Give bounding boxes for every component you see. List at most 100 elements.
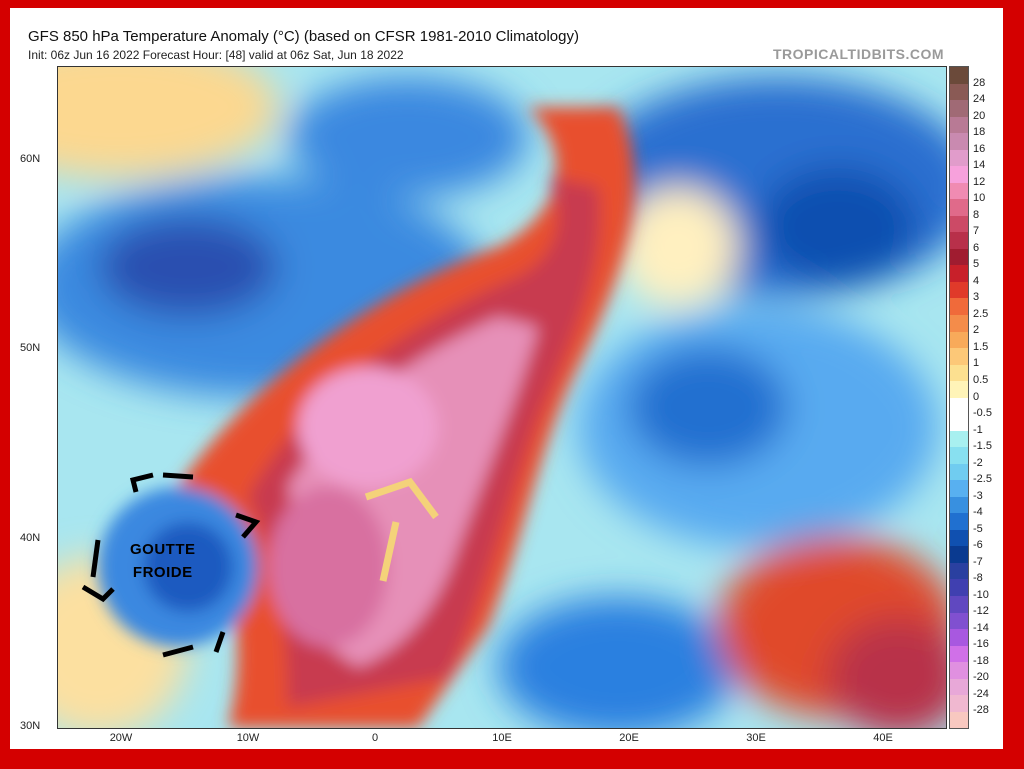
colorbar-label: -3 [973,489,983,502]
colorbar-label: 28 [973,76,986,89]
colorbar-label: -20 [973,671,989,684]
colorbar-cell [950,447,968,464]
lat-label: 40N [20,532,41,544]
lat-label: 30N [20,720,41,732]
colorbar-label: -2 [973,456,983,469]
colorbar-cell [950,314,968,332]
colorbar-label: 18 [973,126,986,139]
colorbar-label: -24 [973,687,989,700]
colorbar-cell [950,331,968,349]
colorbar-label: -12 [973,605,989,618]
colorbar-cell [950,695,968,712]
cutoff-low-label-line1: GOUTTE [130,541,196,558]
colorbar-label: -8 [973,572,983,585]
colorbar-label: 14 [973,159,986,172]
lon-label: 20E [619,732,639,744]
colorbar-label: 5 [973,258,980,271]
colorbar-cell [950,629,968,646]
colorbar-cell [950,513,968,530]
colorbar-cell [950,397,968,415]
colorbar-label: -4 [973,506,983,519]
colorbar-label: 3 [973,291,980,304]
colorbar-cell [950,381,968,398]
colorbar-cell [950,166,968,183]
colorbar-cell [950,298,968,315]
colorbar-label: -1.5 [973,440,992,453]
colorbar-cell [950,463,968,481]
colorbar-cell [950,546,968,563]
cutoff-low-label: GOUTTE FROIDE [130,538,196,584]
colorbar-label: -2.5 [973,473,992,486]
colorbar-cell [950,199,968,216]
colorbar-cell [950,265,968,282]
lon-label: 40E [873,732,893,744]
colorbar-cell [950,232,968,249]
colorbar-label: 8 [973,208,980,221]
colorbar-cell [950,662,968,679]
anomaly-map [57,66,947,729]
colorbar-label: -14 [973,621,989,634]
colorbar-label: -6 [973,539,983,552]
colorbar-label: 24 [973,93,986,106]
colorbar-cell [950,67,968,84]
colorbar-label: 10 [973,192,986,205]
colorbar-cell [950,529,968,547]
map-subtitle: Init: 06z Jun 16 2022 Forecast Hour: [48… [28,48,404,62]
colorbar-cell [950,496,968,514]
colorbar [949,66,969,729]
lon-label: 0 [371,732,379,744]
colorbar-label: 7 [973,225,980,238]
colorbar-cell [950,711,968,729]
colorbar-cell [950,100,968,117]
colorbar-label: 12 [973,175,986,188]
colorbar-label: 16 [973,142,986,155]
colorbar-cell [950,149,968,167]
colorbar-label: 1.5 [973,340,989,353]
colorbar-cell [950,414,968,431]
colorbar-label: -1 [973,423,983,436]
cutoff-low-label-line2: FROIDE [132,564,193,581]
colorbar-cell [950,348,968,365]
lon-label: 10W [236,732,260,744]
lon-label: 30E [746,732,766,744]
colorbar-cell [950,645,968,663]
colorbar-cell [950,116,968,134]
colorbar-label: -10 [973,588,989,601]
colorbar-label: 4 [973,274,980,287]
colorbar-label: 1 [973,357,980,370]
lon-label: 20W [109,732,133,744]
colorbar-label: -7 [973,555,983,568]
colorbar-cell [950,612,968,630]
lat-label: 50N [20,342,41,354]
warm-advection-arrow [364,477,439,582]
colorbar-label: -18 [973,654,989,667]
colorbar-label: 20 [973,109,986,122]
colorbar-cell [950,182,968,200]
colorbar-label: 0.5 [973,373,989,386]
colorbar-label: 6 [973,241,980,254]
colorbar-label: -0.5 [973,407,992,420]
colorbar-cell [950,83,968,101]
colorbar-cell [950,430,968,448]
lon-label: 10E [492,732,512,744]
colorbar-label: -16 [973,638,989,651]
cutoff-low-brackets [81,472,261,658]
brand-logo: TROPICALTIDBITS.COM [773,46,945,62]
colorbar-cell [950,678,968,696]
colorbar-cell [950,579,968,596]
colorbar-cell [950,562,968,580]
colorbar-label: 0 [973,390,980,403]
colorbar-label: -5 [973,522,983,535]
colorbar-cell [950,364,968,382]
map-title: GFS 850 hPa Temperature Anomaly (°C) (ba… [28,28,579,45]
colorbar-cell [950,480,968,497]
colorbar-cell [950,281,968,299]
colorbar-cell [950,133,968,150]
colorbar-cell [950,248,968,266]
colorbar-cell [950,215,968,233]
colorbar-label: 2.5 [973,307,989,320]
colorbar-label: 2 [973,324,980,337]
lat-label: 60N [20,153,41,165]
colorbar-cell [950,596,968,613]
colorbar-label: -28 [973,704,989,717]
